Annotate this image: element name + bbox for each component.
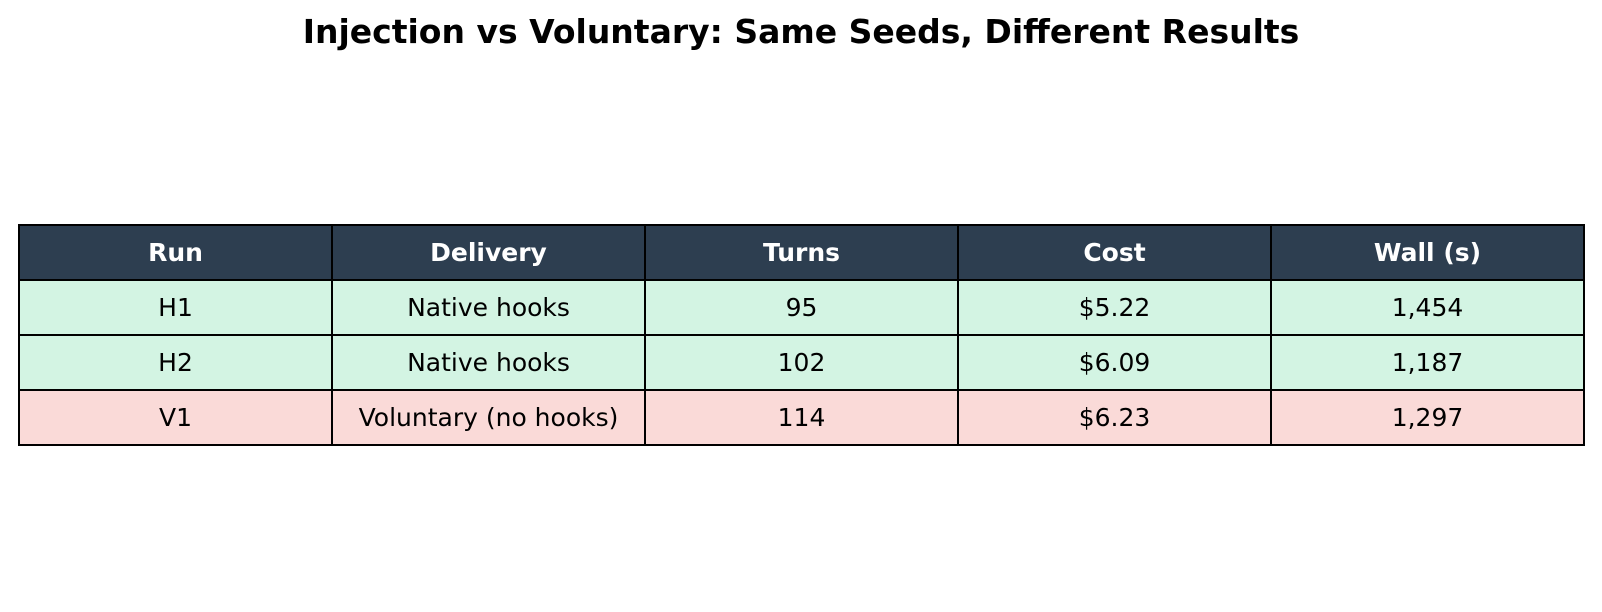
cell-cost: $6.23 [957, 389, 1272, 446]
table-header: Run Delivery Turns Cost Wall (s) [18, 224, 1585, 281]
cell-wall: 1,187 [1270, 334, 1585, 391]
header-cell-run: Run [18, 224, 333, 281]
cell-delivery: Native hooks [331, 334, 646, 391]
table-body: H1 Native hooks 95 $5.22 1,454 H2 Native… [18, 279, 1585, 446]
table-row: V1 Voluntary (no hooks) 114 $6.23 1,297 [18, 389, 1585, 446]
cell-run: H1 [18, 279, 333, 336]
cell-cost: $5.22 [957, 279, 1272, 336]
cell-run: H2 [18, 334, 333, 391]
cell-turns: 102 [644, 334, 959, 391]
header-cell-turns: Turns [644, 224, 959, 281]
header-cell-wall: Wall (s) [1270, 224, 1585, 281]
table-row: H2 Native hooks 102 $6.09 1,187 [18, 334, 1585, 391]
cell-wall: 1,297 [1270, 389, 1585, 446]
cell-turns: 95 [644, 279, 959, 336]
cell-turns: 114 [644, 389, 959, 446]
header-cell-cost: Cost [957, 224, 1272, 281]
table-row: H1 Native hooks 95 $5.22 1,454 [18, 279, 1585, 336]
cell-run: V1 [18, 389, 333, 446]
cell-cost: $6.09 [957, 334, 1272, 391]
cell-wall: 1,454 [1270, 279, 1585, 336]
header-cell-delivery: Delivery [331, 224, 646, 281]
cell-delivery: Voluntary (no hooks) [331, 389, 646, 446]
results-table: Run Delivery Turns Cost Wall (s) H1 Nati… [18, 224, 1585, 446]
header-row: Run Delivery Turns Cost Wall (s) [18, 224, 1585, 281]
cell-delivery: Native hooks [331, 279, 646, 336]
chart-title: Injection vs Voluntary: Same Seeds, Diff… [302, 12, 1300, 51]
